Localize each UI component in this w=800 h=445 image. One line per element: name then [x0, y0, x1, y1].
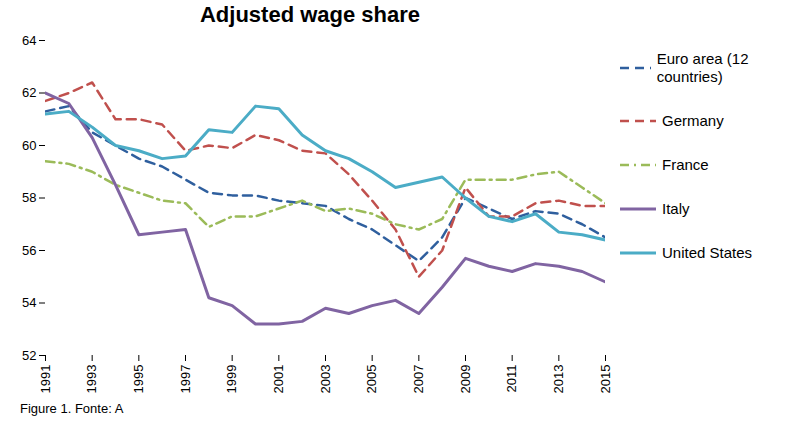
svg-text:56: 56 [22, 243, 36, 258]
svg-text:2009: 2009 [458, 365, 473, 394]
svg-text:2011: 2011 [504, 365, 519, 393]
svg-text:1991: 1991 [38, 365, 53, 394]
html-text:Italy: Italy [662, 200, 690, 217]
svg-text:2003: 2003 [318, 365, 333, 394]
svg-text:1997: 1997 [178, 365, 193, 394]
svg-text:1993: 1993 [84, 365, 99, 394]
html-text:France: France [662, 156, 709, 173]
svg-text:64: 64 [22, 33, 36, 48]
svg-text:54: 54 [22, 295, 36, 310]
svg-text:2015: 2015 [598, 365, 613, 394]
svg-text:58: 58 [22, 190, 36, 205]
svg-text:62: 62 [22, 85, 36, 100]
svg-text:1995: 1995 [131, 365, 146, 394]
svg-text:2001: 2001 [271, 365, 286, 394]
svg-text:60: 60 [22, 138, 36, 153]
html-text:Figure 1. Fonte: A: Figure 1. Fonte: A [20, 401, 124, 416]
svg-text:1999: 1999 [224, 365, 239, 394]
svg-text:2013: 2013 [551, 365, 566, 394]
html-text:Germany: Germany [662, 112, 724, 129]
html-text:Euro area (12 countries): Euro area (12 countries) [656, 50, 749, 85]
html-text:United States: United States [662, 244, 753, 261]
svg-text:2005: 2005 [364, 365, 379, 394]
html-text:Adjusted wage share: Adjusted wage share [200, 2, 420, 27]
svg-text:52: 52 [22, 348, 36, 363]
svg-text:2007: 2007 [411, 365, 426, 394]
